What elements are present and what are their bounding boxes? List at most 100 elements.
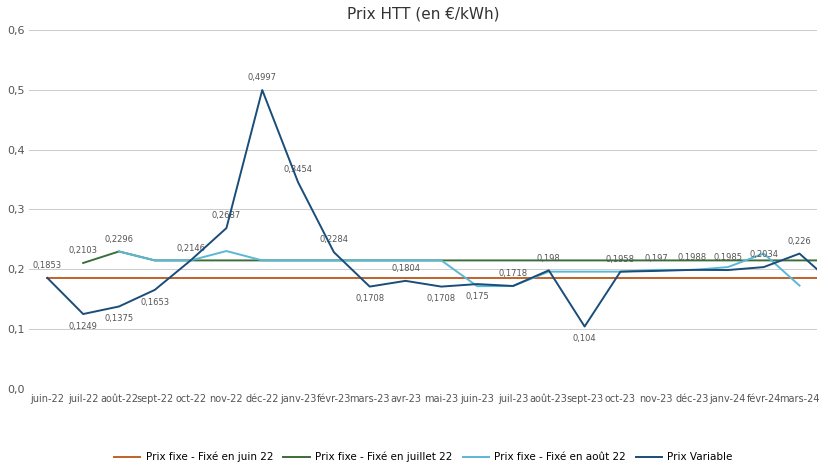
Prix Variable	[579, 324, 589, 329]
Prix Variable	[293, 179, 303, 185]
Prix fixe - Fixé en juillet 22	[114, 248, 124, 254]
Prix fixe - Fixé en juillet 22	[472, 257, 482, 263]
Prix fixe - Fixé en juin 22	[723, 275, 733, 281]
Text: 0,1249: 0,1249	[69, 322, 98, 331]
Prix Variable	[222, 225, 232, 231]
Prix fixe - Fixé en août 22	[652, 267, 662, 273]
Prix fixe - Fixé en juin 22	[437, 275, 447, 281]
Line: Prix fixe - Fixé en août 22: Prix fixe - Fixé en août 22	[119, 251, 799, 286]
Prix fixe - Fixé en août 22	[114, 248, 124, 254]
Line: Prix Variable: Prix Variable	[47, 90, 830, 327]
Prix fixe - Fixé en août 22	[186, 257, 196, 263]
Prix fixe - Fixé en juillet 22	[149, 257, 159, 263]
Prix Variable	[723, 267, 733, 273]
Prix fixe - Fixé en juin 22	[114, 275, 124, 281]
Text: 0,1708: 0,1708	[355, 294, 384, 303]
Prix fixe - Fixé en août 22	[579, 269, 589, 274]
Prix fixe - Fixé en juin 22	[42, 275, 52, 281]
Prix fixe - Fixé en juin 22	[508, 275, 518, 281]
Text: 0,2146: 0,2146	[176, 244, 205, 253]
Prix fixe - Fixé en août 22	[257, 257, 267, 263]
Prix fixe - Fixé en juin 22	[544, 275, 554, 281]
Prix Variable	[794, 251, 804, 256]
Text: 0,2103: 0,2103	[69, 246, 98, 255]
Prix fixe - Fixé en juillet 22	[401, 257, 411, 263]
Prix fixe - Fixé en juin 22	[257, 275, 267, 281]
Text: 0,3454: 0,3454	[284, 165, 313, 174]
Prix fixe - Fixé en août 22	[437, 257, 447, 263]
Text: 0,4997: 0,4997	[247, 73, 276, 82]
Prix fixe - Fixé en juillet 22	[794, 257, 804, 263]
Prix fixe - Fixé en août 22	[364, 257, 374, 263]
Prix fixe - Fixé en juin 22	[329, 275, 339, 281]
Line: Prix fixe - Fixé en juillet 22: Prix fixe - Fixé en juillet 22	[83, 251, 830, 263]
Prix fixe - Fixé en juillet 22	[257, 257, 267, 263]
Text: 0,1718: 0,1718	[498, 269, 528, 278]
Text: 0,1653: 0,1653	[140, 298, 169, 307]
Prix fixe - Fixé en juillet 22	[293, 257, 303, 263]
Prix fixe - Fixé en août 22	[508, 283, 518, 289]
Prix Variable	[42, 275, 52, 281]
Prix fixe - Fixé en août 22	[794, 283, 804, 288]
Text: 0,1958: 0,1958	[606, 255, 635, 264]
Prix fixe - Fixé en juin 22	[186, 275, 196, 281]
Prix fixe - Fixé en juillet 22	[616, 257, 626, 263]
Text: 0,1708: 0,1708	[427, 294, 456, 303]
Prix Variable	[364, 284, 374, 290]
Text: 0,2284: 0,2284	[320, 236, 349, 245]
Prix Variable	[329, 249, 339, 255]
Prix Variable	[437, 284, 447, 290]
Prix fixe - Fixé en juin 22	[293, 275, 303, 281]
Prix fixe - Fixé en juillet 22	[222, 257, 232, 263]
Prix fixe - Fixé en juillet 22	[508, 257, 518, 263]
Text: 0,1725: 0,1725	[0, 473, 1, 474]
Prix Variable	[149, 287, 159, 293]
Prix fixe - Fixé en juin 22	[149, 275, 159, 281]
Prix fixe - Fixé en juillet 22	[759, 257, 769, 263]
Text: 0,2034: 0,2034	[749, 250, 779, 259]
Prix fixe - Fixé en juillet 22	[364, 257, 374, 263]
Text: 0,1985: 0,1985	[713, 253, 742, 262]
Prix fixe - Fixé en juin 22	[687, 275, 697, 281]
Prix fixe - Fixé en juin 22	[652, 275, 662, 281]
Prix Variable	[401, 278, 411, 284]
Prix fixe - Fixé en juillet 22	[437, 257, 447, 263]
Prix Variable	[186, 257, 196, 263]
Prix fixe - Fixé en juin 22	[759, 275, 769, 281]
Prix Variable	[759, 264, 769, 270]
Prix Variable	[687, 267, 697, 273]
Prix fixe - Fixé en juin 22	[472, 275, 482, 281]
Prix fixe - Fixé en juin 22	[401, 275, 411, 281]
Prix Variable	[257, 87, 267, 93]
Prix fixe - Fixé en juillet 22	[687, 257, 697, 263]
Prix Variable	[114, 304, 124, 310]
Prix fixe - Fixé en juin 22	[78, 275, 88, 281]
Prix fixe - Fixé en août 22	[329, 257, 339, 263]
Text: 0,1375: 0,1375	[105, 314, 134, 323]
Title: Prix HTT (en €/kWh): Prix HTT (en €/kWh)	[347, 7, 500, 22]
Prix Variable	[508, 283, 518, 289]
Text: 0,1804: 0,1804	[391, 264, 420, 273]
Prix fixe - Fixé en août 22	[616, 269, 626, 274]
Legend: Prix fixe - Fixé en juin 22, Prix fixe - Fixé en juillet 22, Prix fixe - Fixé en: Prix fixe - Fixé en juin 22, Prix fixe -…	[110, 447, 737, 466]
Prix fixe - Fixé en août 22	[149, 257, 159, 263]
Prix fixe - Fixé en août 22	[401, 257, 411, 263]
Prix fixe - Fixé en juillet 22	[579, 257, 589, 263]
Prix fixe - Fixé en août 22	[759, 251, 769, 256]
Prix fixe - Fixé en août 22	[222, 248, 232, 254]
Prix fixe - Fixé en juillet 22	[652, 257, 662, 263]
Prix fixe - Fixé en juin 22	[616, 275, 626, 281]
Prix fixe - Fixé en août 22	[293, 257, 303, 263]
Prix Variable	[616, 269, 626, 274]
Text: 0,2687: 0,2687	[212, 211, 241, 220]
Text: 0,1988: 0,1988	[677, 253, 706, 262]
Text: 0,175: 0,175	[466, 292, 489, 301]
Prix fixe - Fixé en août 22	[723, 264, 733, 270]
Text: 0,226: 0,226	[788, 237, 812, 246]
Prix fixe - Fixé en août 22	[687, 267, 697, 273]
Text: 0,198: 0,198	[537, 254, 561, 263]
Prix fixe - Fixé en août 22	[472, 283, 482, 289]
Prix fixe - Fixé en août 22	[544, 269, 554, 274]
Prix Variable	[544, 267, 554, 273]
Prix fixe - Fixé en juin 22	[222, 275, 232, 281]
